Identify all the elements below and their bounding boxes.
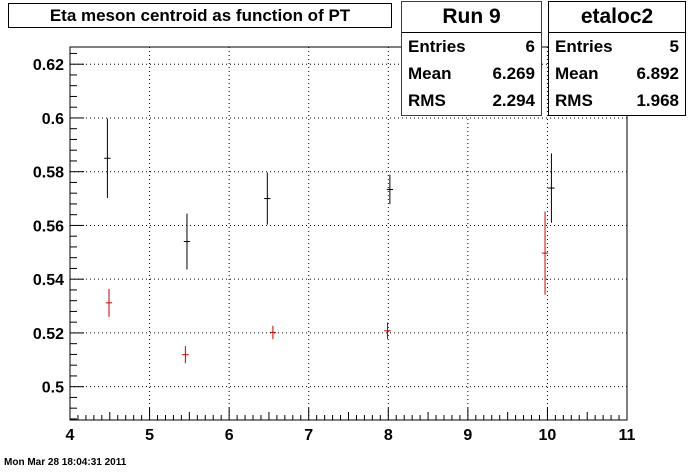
stats-run9-mean-label: Mean: [408, 64, 452, 83]
chart-title: Eta meson centroid as function of PT: [8, 3, 392, 28]
stats-run9-title: Run 9: [402, 2, 541, 33]
x-tick-label: 11: [619, 427, 636, 444]
plot-frame: [69, 46, 628, 421]
x-tick-label: 5: [145, 427, 154, 444]
stats-run9-entries-label: Entries: [408, 37, 466, 56]
stats-etaloc2-entries-row: Entries 5: [549, 33, 685, 60]
stats-etaloc2-entries-label: Entries: [555, 37, 613, 56]
x-tick-label: 7: [304, 427, 313, 444]
stats-run9-rms-label: RMS: [408, 91, 446, 110]
x-tick-label: 4: [66, 427, 75, 444]
stats-etaloc2-title: etaloc2: [549, 2, 685, 33]
stats-box-etaloc2: etaloc2 Entries 5 Mean 6.892 RMS 1.968: [548, 1, 686, 116]
stats-run9-mean-row: Mean 6.269: [402, 60, 541, 87]
stats-etaloc2-mean-value: 6.892: [636, 64, 679, 83]
y-tick-label: 0.58: [33, 165, 64, 182]
x-tick-label: 9: [463, 427, 472, 444]
stats-etaloc2-entries-value: 5: [669, 37, 679, 56]
x-tick-label: 8: [384, 427, 393, 444]
stats-box-run9: Run 9 Entries 6 Mean 6.269 RMS 2.294: [401, 1, 542, 116]
x-tick-label: 10: [539, 427, 557, 444]
stats-etaloc2-rms-row: RMS 1.968: [549, 87, 685, 114]
y-tick-label: 0.62: [33, 57, 64, 74]
stats-etaloc2-rms-value: 1.968: [636, 91, 679, 110]
stats-run9-mean-value: 6.269: [492, 64, 535, 83]
y-tick-label: 0.52: [33, 326, 64, 343]
y-tick-label: 0.54: [33, 272, 64, 289]
stats-etaloc2-mean-row: Mean 6.892: [549, 60, 685, 87]
stats-run9-rms-row: RMS 2.294: [402, 87, 541, 114]
stats-etaloc2-rms-label: RMS: [555, 91, 593, 110]
y-tick-label: 0.6: [42, 111, 64, 128]
stats-run9-rms-value: 2.294: [492, 91, 535, 110]
stats-etaloc2-mean-label: Mean: [555, 64, 599, 83]
y-tick-label: 0.56: [33, 218, 64, 235]
timestamp: Mon Mar 28 18:04:31 2011: [4, 457, 127, 468]
stats-run9-entries-value: 6: [525, 37, 535, 56]
stats-run9-entries-row: Entries 6: [402, 33, 541, 60]
y-tick-label: 0.5: [42, 380, 64, 397]
x-tick-label: 6: [225, 427, 234, 444]
